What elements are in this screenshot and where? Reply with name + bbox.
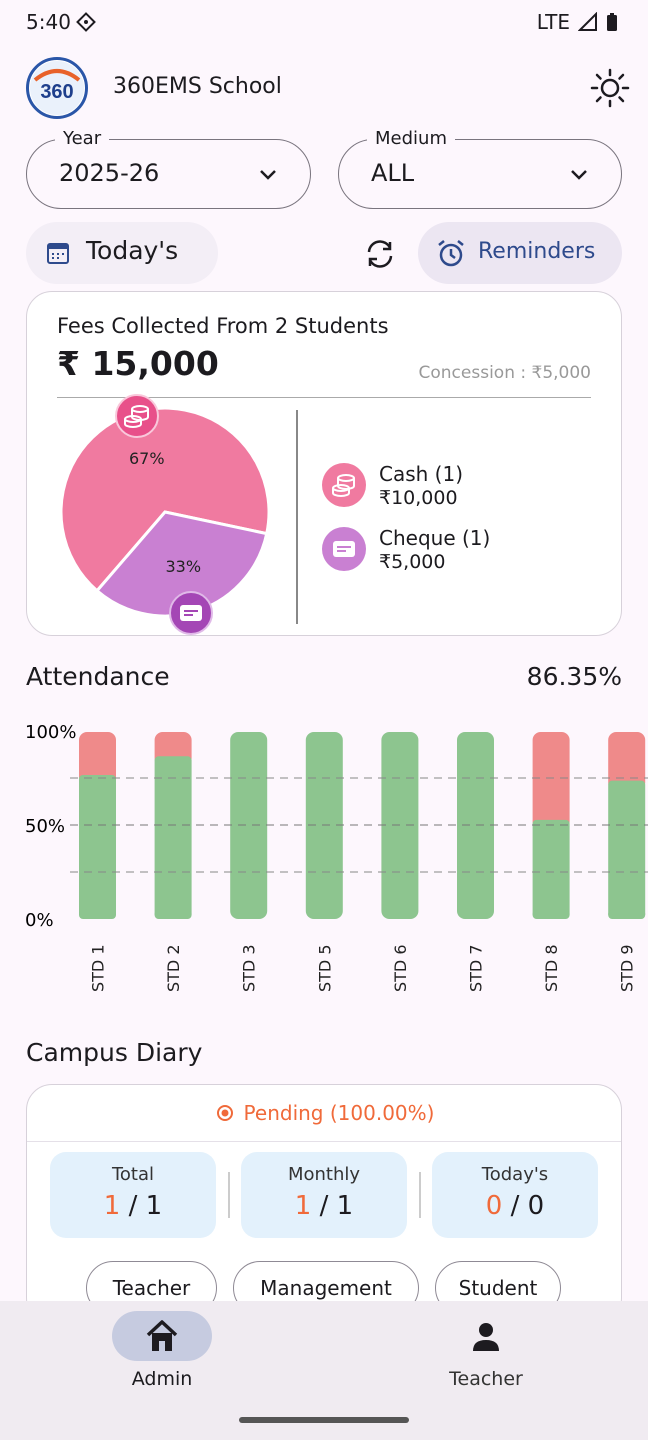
medium-label: Medium [367, 128, 455, 149]
divider [228, 1172, 230, 1218]
notification-icon [76, 12, 96, 37]
medium-value: ALL [371, 159, 415, 187]
x-label-std-3: STD 3 [240, 944, 259, 992]
stat-monthly[interactable]: Monthly 1 / 1 [241, 1152, 407, 1238]
attendance-chart: 100% 50% 0% STD 1 STD 2 STD 3 STD 5 STD 6 STD… [25, 722, 648, 992]
network-type: LTE [536, 10, 570, 34]
fees-pie-chart: 67% 33% [59, 394, 271, 635]
stat-today-label: Today's [481, 1164, 549, 1185]
bar-absent-std-1 [79, 732, 116, 786]
stat-total-all: 1 [145, 1191, 163, 1221]
today-label: Today's [86, 236, 179, 265]
y-tick-100: 100% [25, 722, 76, 743]
stat-monthly-done: 1 [294, 1191, 312, 1221]
home-icon [146, 1320, 178, 1351]
y-tick-50: 50% [25, 816, 65, 837]
radio-dot-icon [216, 1105, 233, 1121]
bar-absent-std-8 [532, 732, 570, 830]
legend-cash-name: Cash (1) [379, 462, 464, 486]
divider [27, 1141, 621, 1142]
pie-label-cheque: 33% [165, 557, 201, 576]
bar-present-std-2 [154, 756, 192, 919]
fees-title: Fees Collected From 2 Students [57, 314, 389, 338]
bar-cap [154, 909, 192, 919]
legend-cheque-amount: ₹5,000 [379, 551, 446, 573]
legend-cash-amount: ₹10,000 [379, 487, 458, 509]
x-label-std-2: STD 2 [164, 944, 183, 992]
stat-monthly-label: Monthly [287, 1164, 361, 1185]
year-dropdown[interactable]: Year 2025-26 [26, 128, 311, 209]
x-label-std-8: STD 8 [542, 944, 561, 992]
pie-label-cash: 67% [129, 449, 165, 468]
stat-today-done: 0 [485, 1191, 503, 1221]
bottom-navigation: Admin Teacher [0, 1301, 648, 1440]
today-button[interactable]: Today's [26, 222, 218, 284]
svg-text:360: 360 [40, 81, 73, 103]
campus-diary-title: Campus Diary [26, 1038, 203, 1067]
refresh-button[interactable] [362, 236, 398, 272]
year-value: 2025-26 [59, 159, 160, 187]
stat-today[interactable]: Today's 0 / 0 [432, 1152, 598, 1238]
bar-present-std-1 [79, 775, 116, 919]
refresh-icon [367, 240, 393, 268]
alarm-icon [438, 240, 464, 267]
calendar-icon [47, 243, 69, 264]
legend-divider [296, 410, 298, 624]
x-label-std-1: STD 1 [89, 944, 108, 992]
bar-cap [532, 909, 570, 919]
pending-status: Pending (100.00%) [27, 1101, 621, 1125]
fees-amount: ₹ 15,000 [57, 344, 219, 383]
stat-monthly-all: 1 [336, 1191, 354, 1221]
nav-admin-button[interactable] [112, 1311, 212, 1361]
battery-icon [607, 13, 617, 31]
stat-total[interactable]: Total 1 / 1 [50, 1152, 216, 1238]
cash-coins-icon [322, 463, 366, 507]
stat-total-label: Total [111, 1164, 155, 1185]
attendance-title: Attendance [26, 662, 170, 691]
x-label-std-9: STD 9 [618, 944, 637, 992]
x-label-std-7: STD 7 [467, 944, 486, 992]
bar-absent-std-9 [608, 732, 646, 791]
nav-teacher-label: Teacher [449, 1368, 523, 1390]
concession-text: Concession : ₹5,000 [418, 363, 591, 383]
x-label-std-6: STD 6 [391, 944, 410, 992]
chevron-down-icon [260, 170, 276, 180]
bar-present-std-9 [608, 780, 646, 919]
x-label-std-5: STD 5 [315, 944, 334, 992]
bar-cap [608, 909, 646, 919]
status-time: 5:40 [26, 10, 71, 34]
pending-label: Pending (100.00%) [243, 1101, 435, 1125]
y-tick-0: 0% [25, 910, 54, 931]
stat-total-done: 1 [103, 1191, 121, 1221]
reminders-button[interactable]: Reminders [418, 222, 622, 284]
chevron-down-icon [571, 170, 587, 180]
year-label: Year [55, 128, 110, 149]
cheque-icon [169, 591, 213, 635]
bar-cap [79, 909, 116, 919]
cheque-icon [322, 527, 366, 571]
theme-toggle-button[interactable] [590, 68, 630, 108]
legend-cheque-name: Cheque (1) [379, 526, 491, 550]
signal-icon [578, 12, 597, 31]
divider [419, 1172, 421, 1218]
reminders-label: Reminders [478, 239, 596, 264]
school-name: 360EMS School [113, 74, 282, 99]
divider [57, 397, 591, 398]
status-bar: 5:40 LTE [0, 0, 648, 46]
chip-student[interactable]: Student [435, 1261, 561, 1315]
fees-card: Fees Collected From 2 Students ₹ 15,000 … [26, 291, 622, 636]
stat-today-all: 0 [527, 1191, 545, 1221]
person-icon [473, 1323, 499, 1351]
nav-admin-label: Admin [131, 1368, 193, 1390]
medium-dropdown[interactable]: Medium ALL [338, 128, 622, 209]
school-logo: 360 [26, 57, 88, 119]
bar-present-std-8 [532, 819, 570, 919]
attendance-percent: 86.35% [526, 662, 622, 691]
bar-present-std-3 [230, 732, 268, 919]
gesture-bar [239, 1417, 409, 1423]
sun-icon [590, 68, 630, 108]
nav-teacher-button[interactable] [436, 1311, 536, 1361]
cash-coins-icon [115, 394, 159, 438]
